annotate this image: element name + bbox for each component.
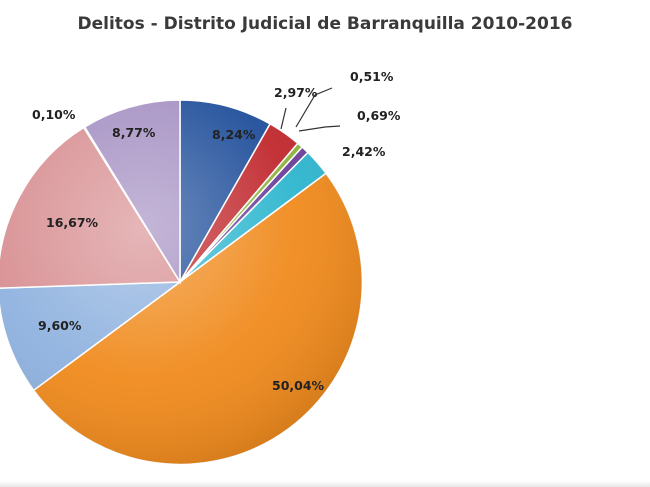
data-label: 16,67% xyxy=(46,215,99,230)
data-label: 8,24% xyxy=(212,127,256,142)
data-label: 2,42% xyxy=(342,144,386,159)
data-label: 9,60% xyxy=(38,318,82,333)
leader-line xyxy=(280,107,287,130)
data-label: 0,10% xyxy=(32,107,76,122)
data-label: 2,97% xyxy=(274,85,318,100)
leader-line xyxy=(295,87,333,128)
data-label: 50,04% xyxy=(272,378,325,393)
data-label: 8,77% xyxy=(112,125,156,140)
leader-line xyxy=(298,125,341,132)
chart-title: Delitos - Distrito Judicial de Barranqui… xyxy=(77,14,573,34)
bottom-divider xyxy=(0,481,650,487)
data-label: 0,69% xyxy=(357,108,401,123)
data-label: 0,51% xyxy=(350,69,394,84)
